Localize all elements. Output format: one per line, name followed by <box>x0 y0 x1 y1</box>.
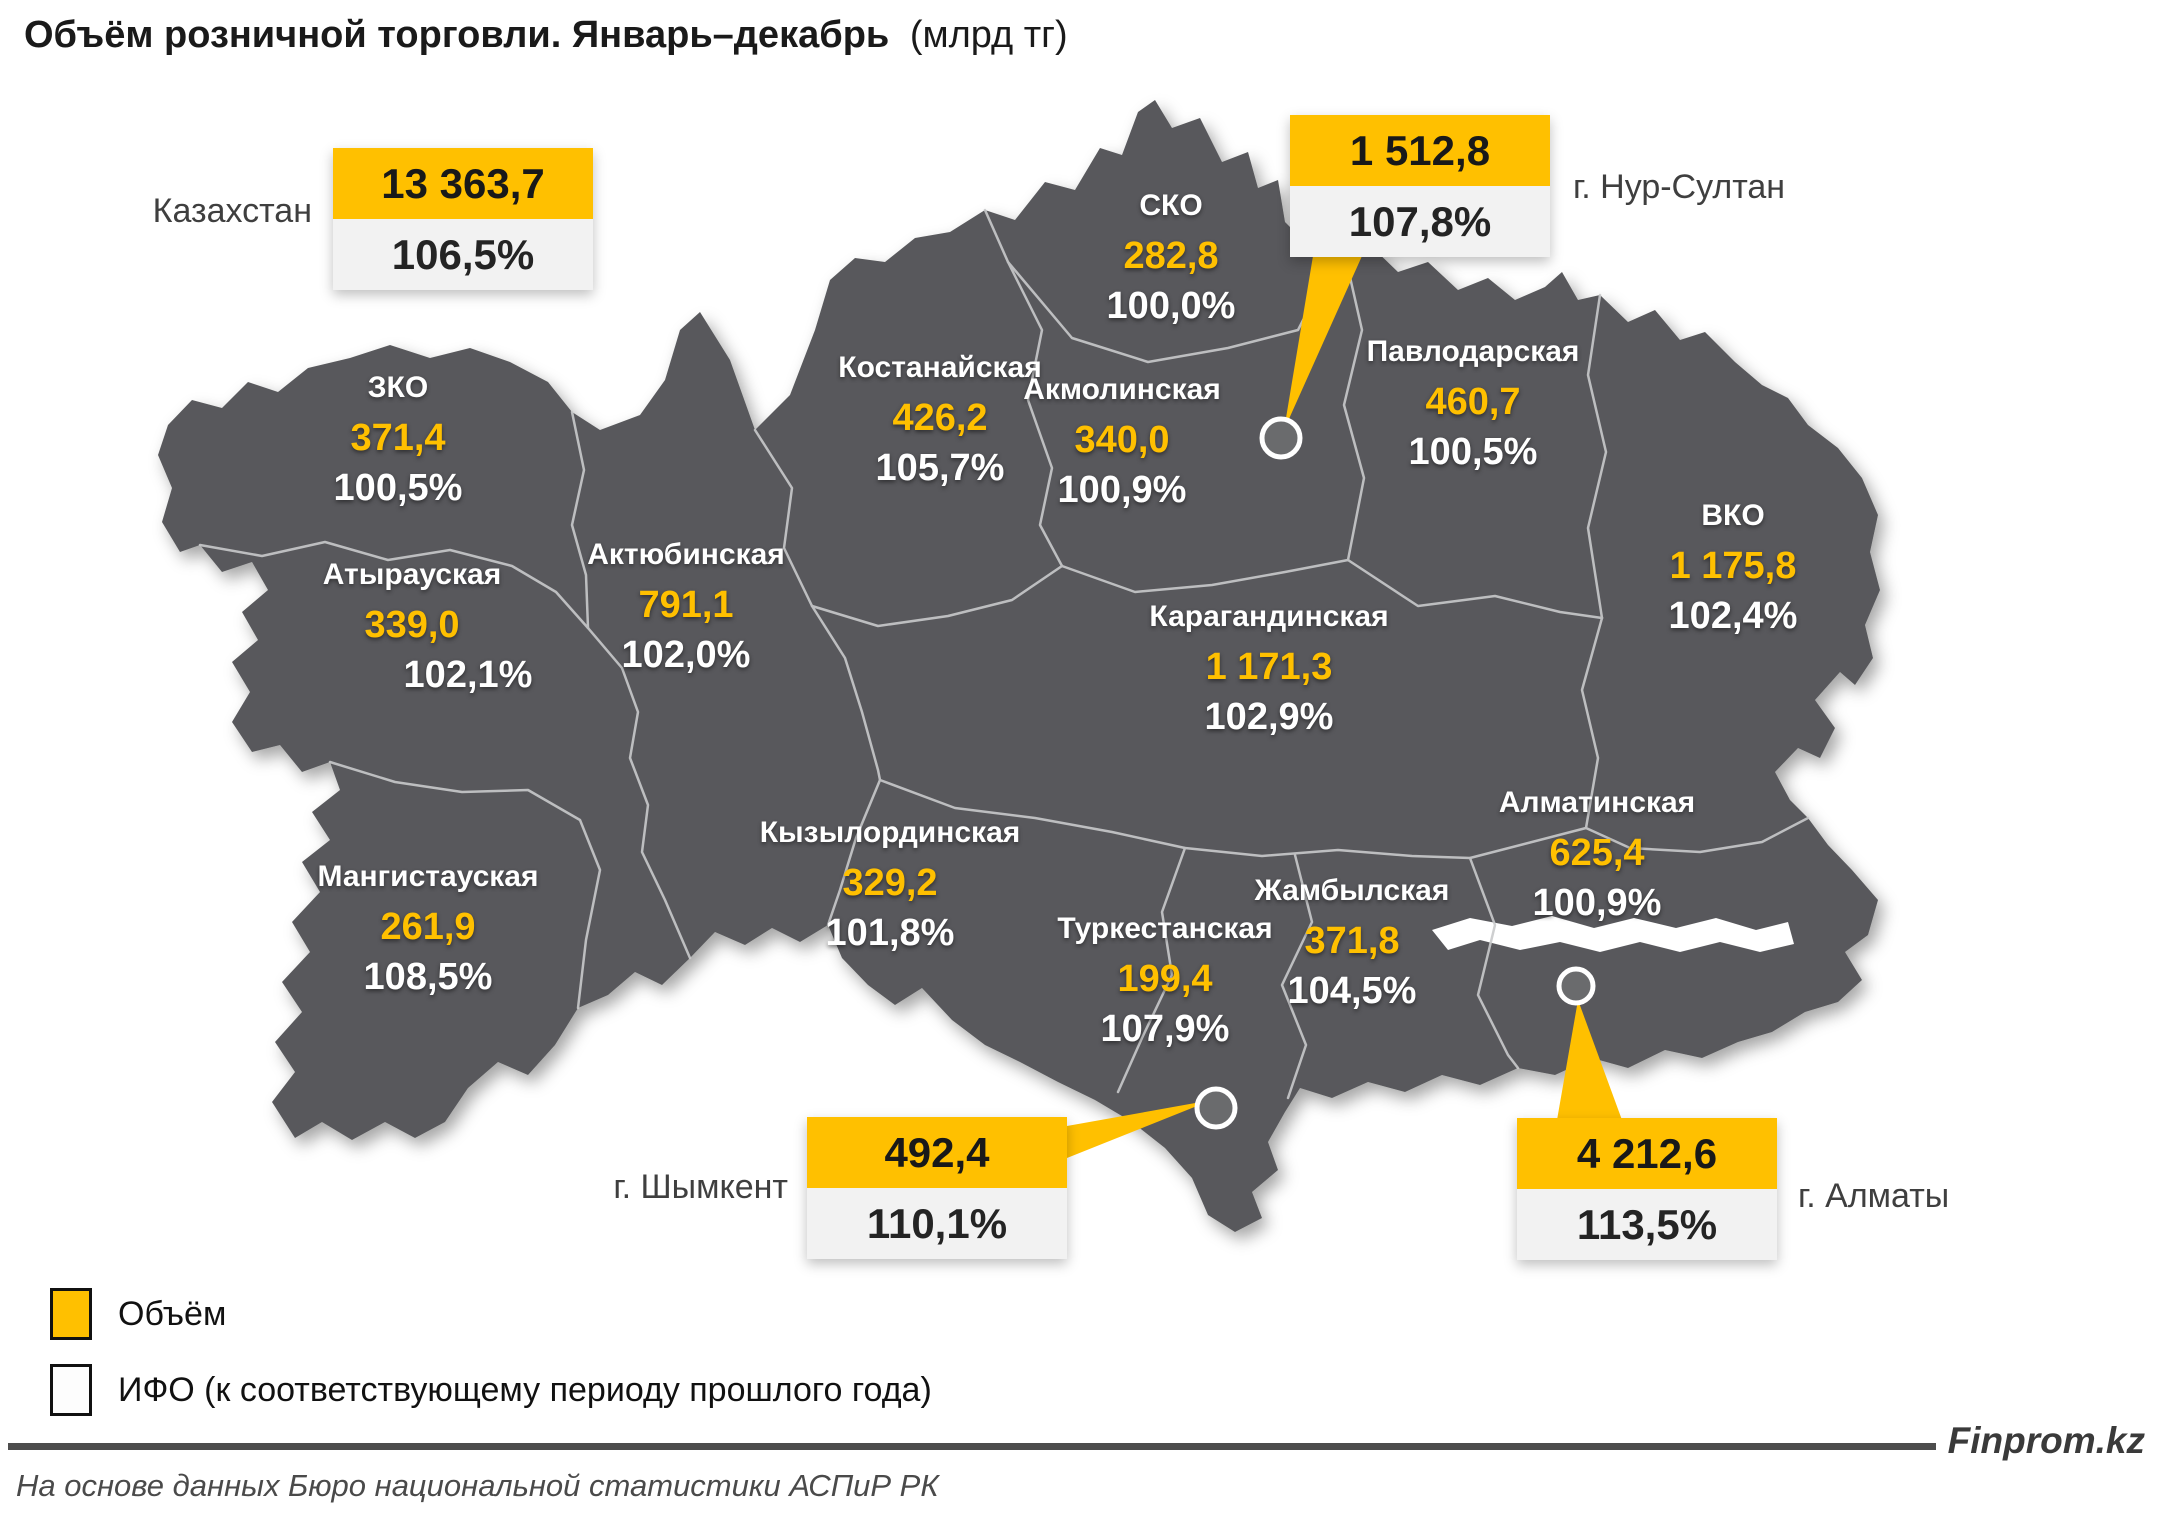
footer-divider <box>8 1443 1936 1450</box>
volume-swatch-icon <box>50 1288 92 1340</box>
title-unit: (млрд тг) <box>909 14 1068 56</box>
pointer-almaty <box>1557 1000 1622 1120</box>
kazakhstan-volume: 13 363,7 <box>333 148 593 219</box>
lake-balkhash <box>1432 916 1794 952</box>
marker-shymkent <box>1194 1086 1238 1130</box>
callout-almaty: 4 212,6 113,5% <box>1517 1118 1777 1260</box>
brand-logo: Finprom.kz <box>1947 1420 2145 1461</box>
legend-ifo: ИФО (к соответствующему периоду прошлого… <box>50 1364 932 1416</box>
almaty-volume: 4 212,6 <box>1517 1118 1777 1189</box>
page-title: Объём розничной торговли. Январь–декабрь… <box>24 14 1068 57</box>
ifo-swatch-icon <box>50 1364 92 1416</box>
callout-kazakhstan: 13 363,7 106,5% <box>333 148 593 290</box>
marker-nur-sultan <box>1259 416 1303 460</box>
callout-shymkent: 492,4 110,1% <box>807 1117 1067 1259</box>
city-markers <box>1194 416 1596 1130</box>
shymkent-volume: 492,4 <box>807 1117 1067 1188</box>
kazakhstan-label: Казахстан <box>152 192 312 230</box>
source-note: На основе данных Бюро национальной стати… <box>16 1468 939 1503</box>
almaty-label: г. Алматы <box>1798 1177 1950 1215</box>
kazakhstan-ifo: 106,5% <box>333 219 593 290</box>
pointer-nur-sultan <box>1284 256 1362 430</box>
callout-pointers <box>1067 256 1622 1158</box>
shymkent-label: г. Шымкент <box>613 1168 788 1206</box>
region-borders <box>198 208 1810 1100</box>
legend-volume-label: Объём <box>118 1294 227 1333</box>
title-main: Объём розничной торговли. Январь–декабрь <box>24 14 890 56</box>
nur-sultan-label: г. Нур-Султан <box>1573 168 1786 206</box>
almaty-ifo: 113,5% <box>1517 1189 1777 1260</box>
nur-sultan-ifo: 107,8% <box>1290 186 1550 257</box>
pointer-shymkent <box>1067 1100 1212 1158</box>
nur-sultan-volume: 1 512,8 <box>1290 115 1550 186</box>
shymkent-ifo: 110,1% <box>807 1188 1067 1259</box>
marker-almaty <box>1556 966 1596 1006</box>
legend-ifo-label: ИФО (к соответствующему периоду прошлого… <box>118 1370 932 1409</box>
callout-nur-sultan: 1 512,8 107,8% <box>1290 115 1550 257</box>
legend-volume: Объём <box>50 1288 226 1340</box>
